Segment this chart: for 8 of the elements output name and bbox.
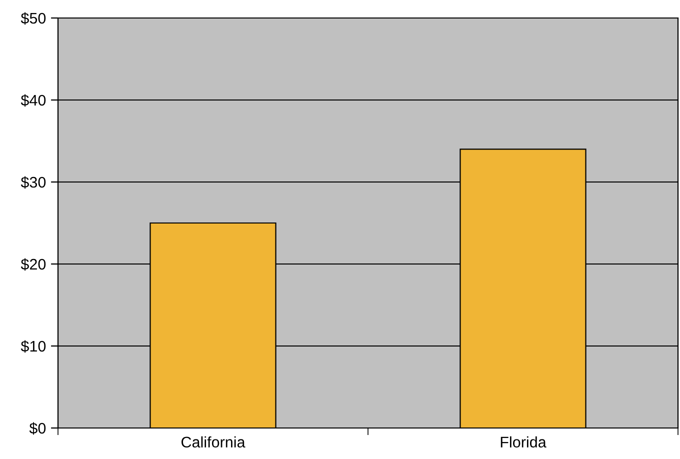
y-tick-label: $30: [20, 176, 46, 189]
x-tick-label: Florida: [500, 436, 546, 448]
y-tick-label: $50: [20, 12, 46, 25]
x-tick-label: California: [182, 436, 246, 448]
y-tick-label: $0: [29, 422, 46, 435]
y-tick-label: $20: [20, 258, 46, 271]
y-tick-label: $40: [20, 94, 46, 107]
y-tick-label: $10: [20, 340, 46, 353]
